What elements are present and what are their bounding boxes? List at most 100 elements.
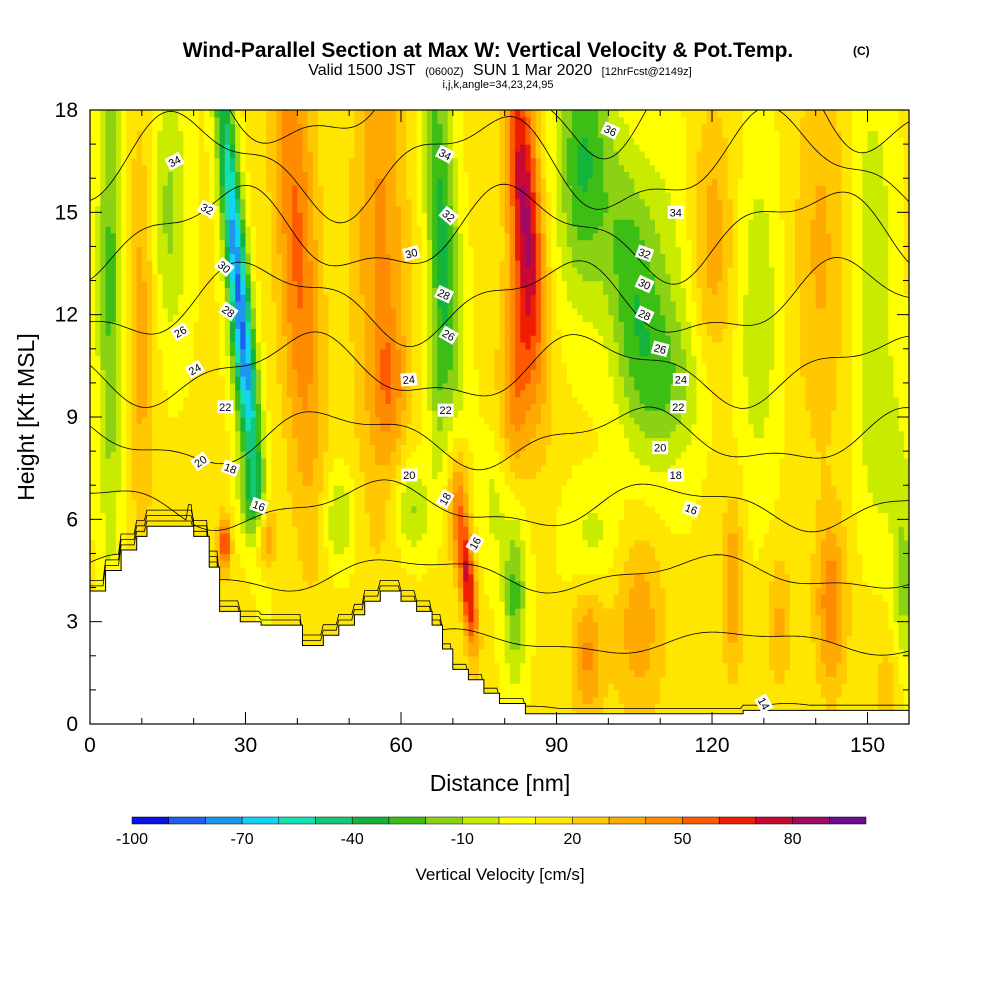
w-cell [458,532,464,541]
w-cell [219,553,226,561]
w-cell [447,587,454,595]
w-cell [349,573,355,582]
w-cell [779,608,786,616]
w-cell [437,567,444,575]
w-cell [846,519,853,527]
w-cell [281,580,288,589]
w-cell [660,532,666,541]
w-cell [603,526,609,534]
w-cell [587,587,594,595]
w-cell [520,594,527,602]
w-cell [877,703,884,711]
w-cell [717,539,723,548]
w-cell [458,553,464,561]
w-cell [696,669,703,677]
w-cell [546,580,552,589]
w-cell [276,587,283,595]
w-cell [582,614,589,623]
w-cell [318,505,324,514]
w-cell [473,655,480,664]
w-cell [494,587,501,595]
w-cell [841,567,848,575]
w-cell [696,655,703,664]
w-cell [836,526,843,534]
w-cell [561,614,568,623]
w-cell [530,676,537,684]
w-cell [561,676,568,684]
w-cell [831,696,838,705]
w-cell [867,553,874,561]
w-cell [820,587,827,595]
w-cell [266,601,273,609]
w-cell [634,662,641,671]
w-cell [826,642,832,650]
w-cell [369,580,376,589]
w-cell [701,648,708,657]
w-cell [281,573,288,582]
w-cell [385,553,392,561]
w-cell [494,505,501,514]
w-cell [649,512,656,520]
w-cell [753,689,760,698]
w-cell [660,587,666,595]
w-cell [483,628,490,636]
w-cell [608,655,615,664]
w-cell [753,662,760,671]
w-cell [364,532,371,541]
w-cell [504,696,511,705]
w-cell [354,546,361,555]
w-cell [888,546,895,555]
w-cell [110,560,117,568]
w-cell [732,669,739,677]
w-cell [478,505,485,514]
w-cell [815,621,822,630]
w-cell [603,655,609,664]
w-cell [463,553,469,561]
w-cell [489,560,495,568]
w-cell [680,546,687,555]
w-cell [701,608,708,616]
w-cell [235,553,241,561]
w-cell [691,648,698,657]
w-cell [675,628,682,636]
w-cell [732,635,739,643]
w-cell [686,594,692,602]
w-cell [758,553,765,561]
w-cell [597,519,604,527]
w-cell [639,567,646,575]
w-cell [883,512,889,520]
w-cell [670,703,677,711]
w-cell [504,505,511,514]
w-cell [784,614,791,623]
w-cell [794,635,801,643]
w-cell [686,580,692,589]
w-cell [556,621,563,630]
w-cell [411,580,418,589]
w-cell [774,560,781,568]
w-cell [810,512,817,520]
w-cell [566,635,573,643]
w-cell [261,573,267,582]
w-cell [592,669,599,677]
w-cell [846,560,853,568]
w-cell [509,532,516,541]
w-cell [815,601,822,609]
w-cell [758,512,765,520]
w-cell [618,628,625,636]
w-cell [862,703,869,711]
w-cell [592,567,599,575]
w-cell [515,526,521,534]
w-cell [686,683,692,691]
w-cell [779,621,786,630]
w-cell [841,539,848,548]
w-cell [204,505,210,514]
w-cell [535,628,542,636]
w-cell [784,573,791,582]
w-cell [219,532,226,541]
w-cell [862,614,869,623]
w-cell [261,512,267,520]
w-cell [483,662,490,671]
w-cell [473,621,480,630]
w-cell [302,580,309,589]
w-cell [359,594,366,602]
